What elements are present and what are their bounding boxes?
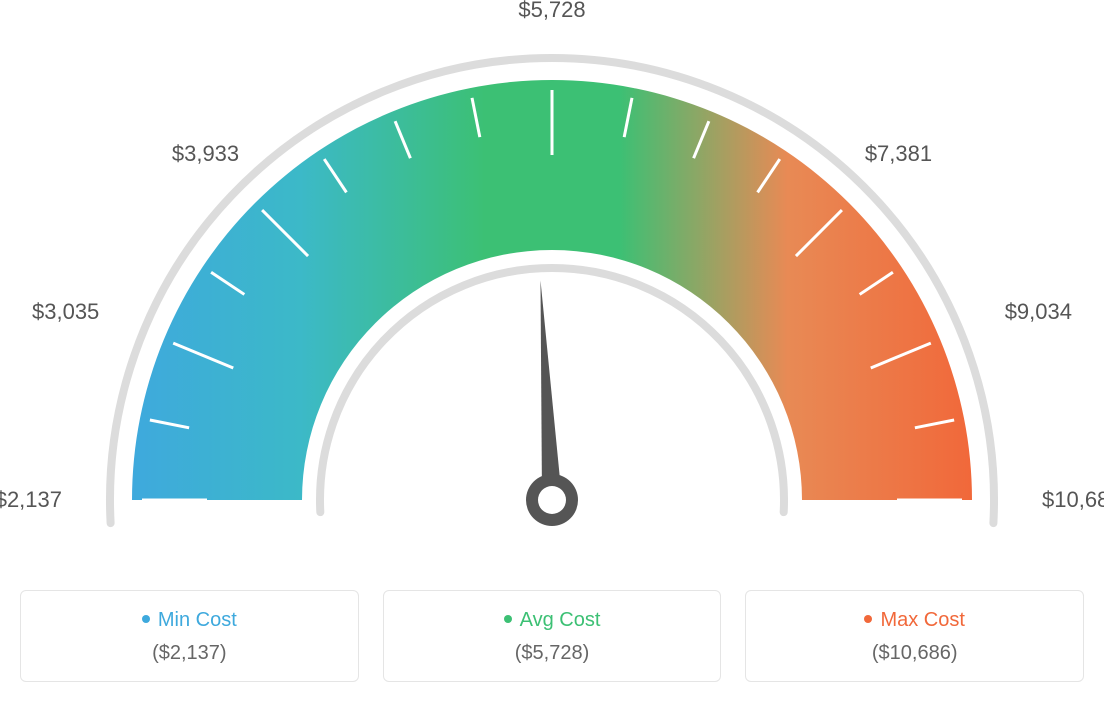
legend-row: Min Cost ($2,137) Avg Cost ($5,728) Max Cost… — [20, 590, 1084, 682]
gauge-tick-label: $3,035 — [32, 299, 99, 325]
gauge-tick-label: $3,933 — [172, 141, 239, 167]
legend-dot-icon — [864, 615, 872, 623]
legend-title-text: Max Cost — [880, 609, 964, 631]
gauge-chart: $2,137$3,035$3,933$5,728$7,381$9,034$10,… — [20, 20, 1084, 580]
gauge-tick-label: $10,686 — [1042, 487, 1104, 513]
gauge-svg — [20, 20, 1084, 580]
legend-card-min: Min Cost ($2,137) — [20, 590, 359, 682]
legend-value: ($10,686) — [756, 642, 1073, 665]
gauge-tick-label: $9,034 — [1005, 299, 1072, 325]
legend-title: Min Cost — [31, 609, 348, 632]
gauge-hub-hole — [538, 486, 566, 514]
gauge-tick-label: $5,728 — [518, 0, 585, 23]
gauge-needle — [540, 280, 562, 500]
legend-value: ($2,137) — [31, 642, 348, 665]
gauge-tick-label: $2,137 — [0, 487, 62, 513]
legend-value: ($5,728) — [394, 642, 711, 665]
legend-card-max: Max Cost ($10,686) — [745, 590, 1084, 682]
legend-card-avg: Avg Cost ($5,728) — [383, 590, 722, 682]
legend-title-text: Avg Cost — [520, 609, 601, 631]
gauge-tick-label: $7,381 — [865, 141, 932, 167]
legend-dot-icon — [142, 615, 150, 623]
legend-title: Max Cost — [756, 609, 1073, 632]
legend-dot-icon — [504, 615, 512, 623]
legend-title: Avg Cost — [394, 609, 711, 632]
legend-title-text: Min Cost — [158, 609, 237, 631]
